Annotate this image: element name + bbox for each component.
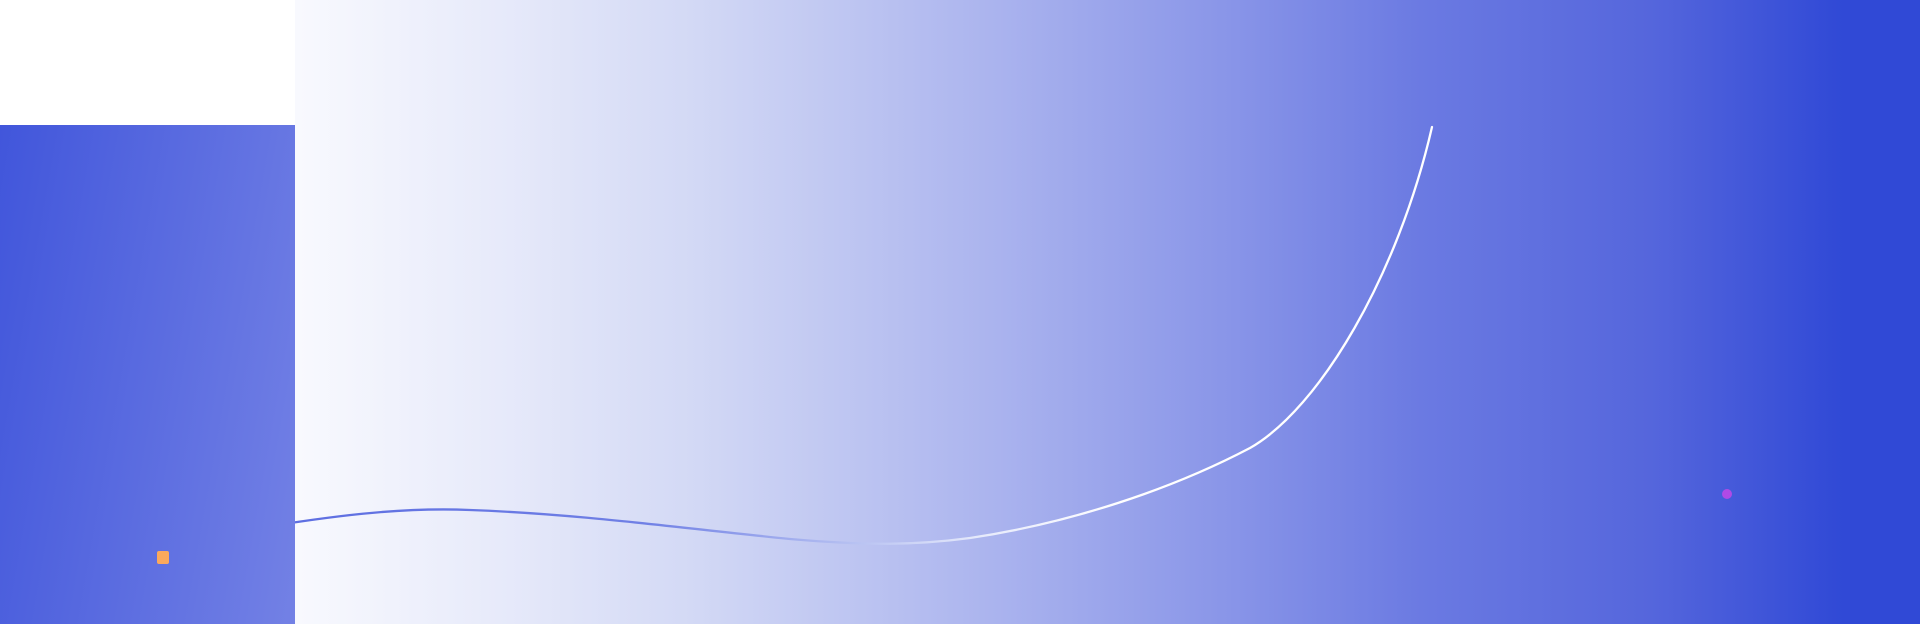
orange-square-accent xyxy=(157,551,169,564)
wave-curve-path xyxy=(238,125,1434,545)
top-left-white-box xyxy=(0,0,295,125)
left-blue-panel xyxy=(0,125,295,624)
purple-dot-accent xyxy=(1722,489,1732,499)
